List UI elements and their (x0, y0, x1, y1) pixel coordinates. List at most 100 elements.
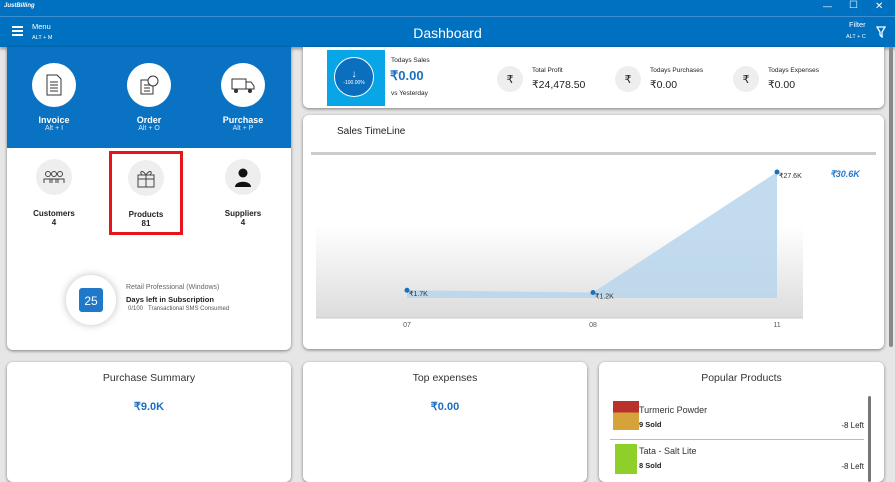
subscription-calendar: 25 (66, 275, 116, 325)
todays-sales-vs: vs Yesterday (391, 90, 428, 97)
popular-products-card: Popular Products Turmeric Powder 9 Sold … (599, 362, 884, 482)
product-stock: -8 Left (841, 462, 864, 471)
products-count: 81 (141, 219, 151, 228)
maximize-button[interactable]: ☐ (849, 0, 858, 11)
stat-value: ₹0.00 (768, 79, 796, 91)
invoice-label: Invoice (38, 115, 70, 125)
stat-title: Todays Expenses (768, 67, 819, 74)
stat-value: ₹24,478.50 (532, 79, 586, 91)
data-label: ₹1.2K (595, 293, 614, 301)
total-profit-stat: ₹ Total Profit ₹24,478.50 (497, 66, 585, 92)
top-expenses-value: ₹0.00 (430, 401, 460, 413)
page-title: Dashboard (413, 25, 482, 41)
sms-usage: 0/100 Transactional SMS Consumed (128, 306, 229, 312)
calendar-icon: 25 (79, 288, 103, 312)
top-expenses-title: Top expenses (412, 372, 478, 384)
todays-sales-title: Todays Sales (391, 57, 430, 64)
products-scrollbar[interactable] (868, 396, 871, 482)
minimize-button[interactable]: — (823, 1, 832, 11)
app-header: Menu ALT + M Dashboard Filter ALT + C (0, 16, 895, 47)
purchase-shortcut: Alt + P (232, 125, 254, 132)
sales-change: -100.00% (343, 79, 365, 86)
menu-shortcut: ALT + M (32, 35, 53, 41)
stat-title: Total Profit (532, 67, 563, 74)
chart-title: Sales TimeLine (337, 126, 406, 137)
x-tick-label: 07 (403, 322, 411, 329)
rupee-icon: ₹ (497, 66, 523, 92)
customers-tile[interactable]: Customers 4 (14, 159, 94, 227)
title-bar: JustBilling — ☐ ✕ (0, 0, 895, 16)
data-point (404, 287, 410, 293)
data-label: ₹27.6K (779, 172, 802, 180)
top-expenses-card: Top expenses ₹0.00 (303, 362, 587, 482)
order-label: Order (136, 115, 162, 125)
purchase-button[interactable]: Purchase Alt + P (203, 63, 283, 132)
invoice-shortcut: Alt + I (44, 125, 64, 132)
menu-button[interactable] (12, 26, 23, 36)
customers-icon (36, 159, 72, 195)
todays-sales-badge: ↓ -100.00% (327, 50, 385, 106)
order-icon (127, 63, 171, 107)
sms-label: Transactional SMS Consumed (148, 306, 230, 312)
quick-panel: Invoice Alt + I Order Alt + O Purchase A… (7, 47, 291, 350)
sms-count: 0/100 (128, 306, 144, 312)
product-stock: -8 Left (841, 421, 864, 430)
area-series (407, 172, 777, 298)
sales-timeline-card: Sales TimeLine ₹1.7K 07 ₹1.2K 08 ₹27.6K 11 ₹3… (303, 115, 884, 349)
data-label: ₹1.7K (409, 290, 428, 298)
product-name: Turmeric Powder (639, 405, 708, 415)
order-button[interactable]: Order Alt + O (109, 63, 189, 132)
data-point (774, 169, 780, 175)
suppliers-label: Suppliers (224, 209, 262, 218)
purchase-summary-title: Purchase Summary (102, 372, 196, 384)
purchase-label: Purchase (222, 115, 264, 125)
stat-value: ₹0.00 (650, 79, 678, 91)
sales-change-indicator: ↓ -100.00% (334, 57, 374, 97)
product-image (613, 401, 639, 430)
sales-chart: ₹1.7K 07 ₹1.2K 08 ₹27.6K 11 (316, 169, 803, 329)
app-logo: JustBilling (4, 3, 35, 9)
supplier-icon (225, 159, 261, 195)
stats-card: ↓ -100.00% Todays Sales ₹0.00 vs Yesterd… (303, 47, 884, 108)
divider (311, 152, 876, 155)
quick-actions: Invoice Alt + I Order Alt + O Purchase A… (7, 47, 291, 148)
customers-count: 4 (51, 218, 57, 227)
invoice-button[interactable]: Invoice Alt + I (14, 63, 94, 132)
rupee-icon: ₹ (733, 66, 759, 92)
hamburger-icon (12, 26, 23, 36)
filter-icon[interactable] (876, 26, 886, 38)
page-scrollbar[interactable] (889, 47, 893, 347)
gift-icon (128, 160, 164, 196)
close-button[interactable]: ✕ (875, 1, 884, 12)
product-sold: 9 Sold (639, 420, 662, 429)
product-item[interactable]: Tata - Salt Lite 8 Sold -8 Left (610, 442, 864, 482)
product-image (615, 444, 637, 474)
invoice-icon (32, 63, 76, 107)
x-tick-label: 08 (589, 322, 597, 329)
todays-expenses-stat: ₹ Todays Expenses ₹0.00 (733, 66, 819, 92)
chart-total: ₹30.6K (830, 169, 860, 179)
suppliers-tile[interactable]: Suppliers 4 (203, 159, 283, 227)
purchase-summary-value: ₹9.0K (133, 401, 165, 413)
truck-icon (221, 63, 265, 107)
todays-sales-value: ₹0.00 (390, 68, 424, 83)
rupee-icon: ₹ (615, 66, 641, 92)
stat-title: Todays Purchases (650, 67, 704, 74)
product-name: Tata - Salt Lite (639, 446, 697, 456)
products-tile[interactable]: Products 81 (109, 151, 183, 235)
subscription-days-label: Days left in Subscription (126, 295, 214, 304)
menu-label: Menu (32, 22, 51, 31)
arrow-down-icon: ↓ (351, 68, 357, 80)
filter-label[interactable]: Filter (849, 20, 866, 29)
product-item[interactable]: Turmeric Powder 9 Sold -8 Left (610, 400, 864, 440)
products-label: Products (128, 210, 164, 219)
subscription-plan: Retail Professional (Windows) (126, 284, 220, 291)
data-point (590, 290, 596, 296)
todays-purchases-stat: ₹ Todays Purchases ₹0.00 (615, 66, 703, 92)
customers-label: Customers (33, 209, 75, 218)
x-tick-label: 11 (773, 322, 780, 329)
popular-products-title: Popular Products (701, 372, 782, 384)
purchase-summary-card: Purchase Summary ₹9.0K (7, 362, 291, 482)
product-sold: 8 Sold (639, 461, 662, 470)
suppliers-count: 4 (240, 218, 246, 227)
